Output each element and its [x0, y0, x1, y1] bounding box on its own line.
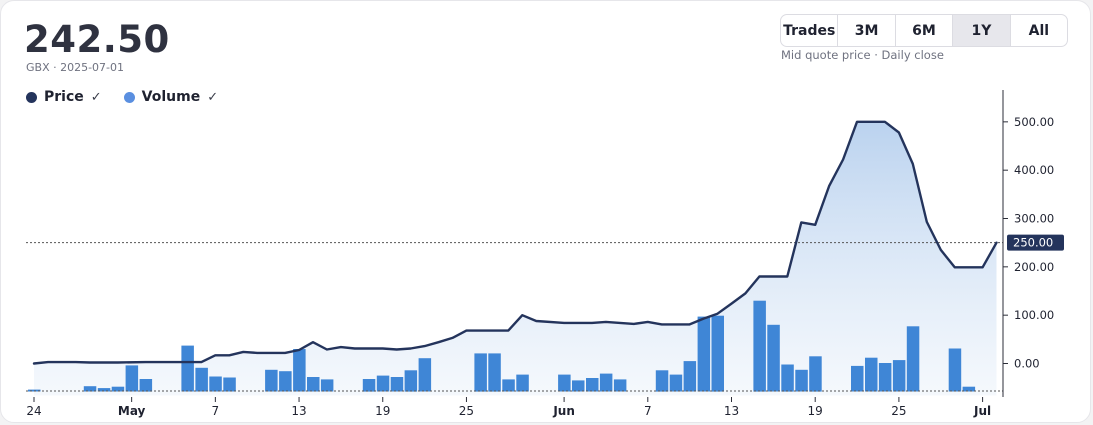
volume-bar	[320, 379, 334, 392]
volume-bar	[502, 379, 515, 392]
volume-dot-icon	[123, 91, 135, 103]
volume-bar	[962, 386, 976, 392]
current-price-tag	[1007, 234, 1064, 251]
legend-price-label: Price	[44, 89, 84, 105]
volume-bar	[307, 377, 320, 392]
y-tick-label: 200.00	[1014, 260, 1054, 274]
y-tick-label: 300.00	[1014, 212, 1054, 226]
volume-bar	[572, 380, 585, 392]
volume-bar	[195, 367, 208, 392]
range-selector: Trades 3M 6M 1Y All	[780, 14, 1068, 47]
volume-bar	[683, 361, 697, 392]
volume-bar	[767, 324, 780, 392]
price-area	[34, 121, 997, 396]
x-tick-label: 7	[212, 404, 220, 418]
chart-legend: Price ✓ Volume ✓	[26, 89, 218, 105]
range-note: Mid quote price · Daily close	[781, 48, 944, 62]
volume-bar	[125, 365, 139, 392]
range-button-all[interactable]: All	[1028, 22, 1050, 39]
y-tick-label: 400.00	[1014, 163, 1054, 177]
x-tick-label: 13	[724, 404, 739, 418]
volume-bar	[181, 345, 194, 392]
volume-bar	[781, 364, 794, 392]
x-tick-label: Jul	[973, 404, 991, 418]
volume-bar	[293, 349, 306, 392]
x-tick-label: 25	[459, 404, 474, 418]
x-tick-label: Jun	[552, 404, 575, 418]
legend-volume-label: Volume	[141, 89, 201, 105]
price-line	[32, 120, 998, 365]
check-icon: ✓	[207, 89, 219, 105]
volume-bar	[488, 353, 501, 392]
volume-bar	[83, 386, 97, 392]
range-button-6m[interactable]: 6M	[896, 15, 954, 46]
volume-bar	[599, 373, 613, 392]
volume-bar	[669, 374, 683, 392]
volume-bar	[851, 365, 864, 392]
volume-bar	[279, 371, 292, 392]
volume-bar	[404, 370, 418, 392]
volume-bar	[97, 388, 111, 392]
volume-bar	[474, 353, 487, 392]
volume-bar	[558, 374, 571, 392]
y-tick-label: 0.00	[1014, 357, 1040, 371]
volume-bar	[516, 374, 529, 392]
x-tick-label: 13	[291, 404, 306, 418]
volume-bar	[586, 378, 599, 392]
current-price-tag-label: 250.00	[1013, 236, 1053, 250]
volume-bar	[265, 369, 278, 392]
volume-bar	[697, 316, 711, 392]
volume-bar	[809, 356, 822, 392]
legend-item-volume[interactable]: Volume ✓	[123, 89, 219, 105]
volume-bar	[753, 300, 766, 392]
x-tick-label: 19	[808, 404, 823, 418]
check-icon: ✓	[90, 89, 102, 105]
range-button-trades[interactable]: Trades	[781, 15, 839, 46]
volume-bar	[376, 375, 390, 392]
y-tick-label: 100.00	[1014, 308, 1054, 322]
range-button-1y[interactable]: 1Y	[953, 15, 1011, 46]
volume-bar	[878, 363, 892, 392]
volume-bar	[795, 369, 808, 392]
range-button-3m[interactable]: 3M	[838, 15, 896, 46]
price-dot-icon	[26, 91, 37, 103]
price-subtitle: GBX · 2025-07-01	[26, 61, 125, 74]
volume-bar	[906, 326, 920, 392]
volume-bar	[139, 379, 153, 392]
volume-bar	[948, 348, 962, 392]
x-tick-label: 7	[644, 404, 652, 418]
volume-bar	[418, 358, 432, 392]
current-price: 242.50	[24, 18, 170, 61]
y-tick-label: 500.00	[1014, 115, 1054, 129]
volume-bar	[390, 377, 404, 392]
volume-bar	[111, 386, 125, 392]
volume-bar	[362, 379, 376, 392]
x-tick-label: May	[118, 404, 146, 418]
x-tick-label: 19	[375, 404, 390, 418]
volume-bar	[865, 357, 878, 392]
volume-bar	[613, 379, 627, 392]
x-tick-label: 24	[26, 404, 41, 418]
volume-bar	[892, 360, 906, 392]
volume-bar	[655, 370, 669, 392]
volume-bar	[209, 376, 222, 392]
volume-bar	[223, 377, 236, 392]
volume-bar	[711, 315, 724, 392]
x-tick-label: 25	[891, 404, 906, 418]
legend-item-price[interactable]: Price ✓	[26, 89, 102, 105]
